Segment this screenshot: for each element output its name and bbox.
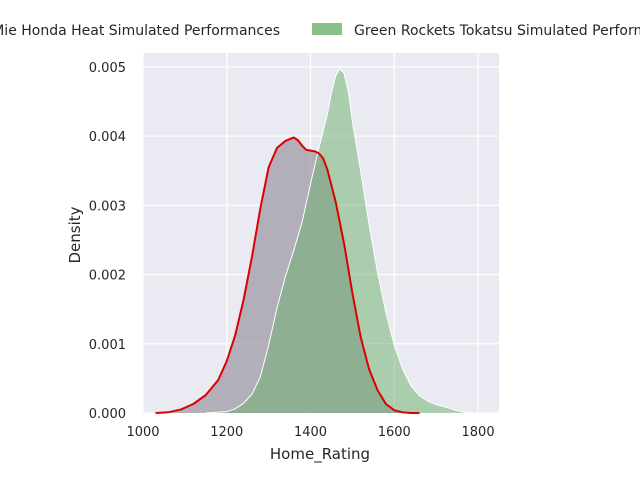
y-tick-label: 0.001 bbox=[89, 338, 126, 353]
x-tick-label: 1600 bbox=[378, 425, 411, 440]
x-tick-label: 1000 bbox=[126, 425, 159, 440]
series-mie-honda-line bbox=[155, 136, 420, 414]
legend-swatch-green-rockets bbox=[312, 23, 342, 35]
legend-label-mie-honda: Mie Honda Heat Simulated Performances bbox=[0, 23, 280, 39]
x-axis-label: Home_Rating bbox=[270, 445, 370, 464]
series-green-rockets-area bbox=[205, 68, 470, 414]
tick-labels: 1000 1200 1400 1600 1800 0.000 0.001 0.002 0.003… bbox=[89, 61, 495, 440]
series-layer bbox=[155, 68, 470, 414]
series-green-rockets-line bbox=[205, 68, 470, 414]
y-tick-label: 0.000 bbox=[89, 407, 126, 422]
x-tick-label: 1800 bbox=[462, 425, 495, 440]
x-tick-label: 1200 bbox=[210, 425, 243, 440]
y-axis-label: Density bbox=[66, 206, 84, 263]
y-tick-label: 0.003 bbox=[89, 199, 126, 214]
legend: Mie Honda Heat Simulated Performances Gr… bbox=[0, 23, 640, 39]
legend-label-green-rockets: Green Rockets Tokatsu Simulated Performa… bbox=[354, 23, 640, 39]
x-tick-label: 1400 bbox=[294, 425, 327, 440]
y-tick-label: 0.002 bbox=[89, 269, 126, 284]
y-tick-label: 0.004 bbox=[89, 130, 126, 145]
y-tick-label: 0.005 bbox=[89, 61, 126, 76]
